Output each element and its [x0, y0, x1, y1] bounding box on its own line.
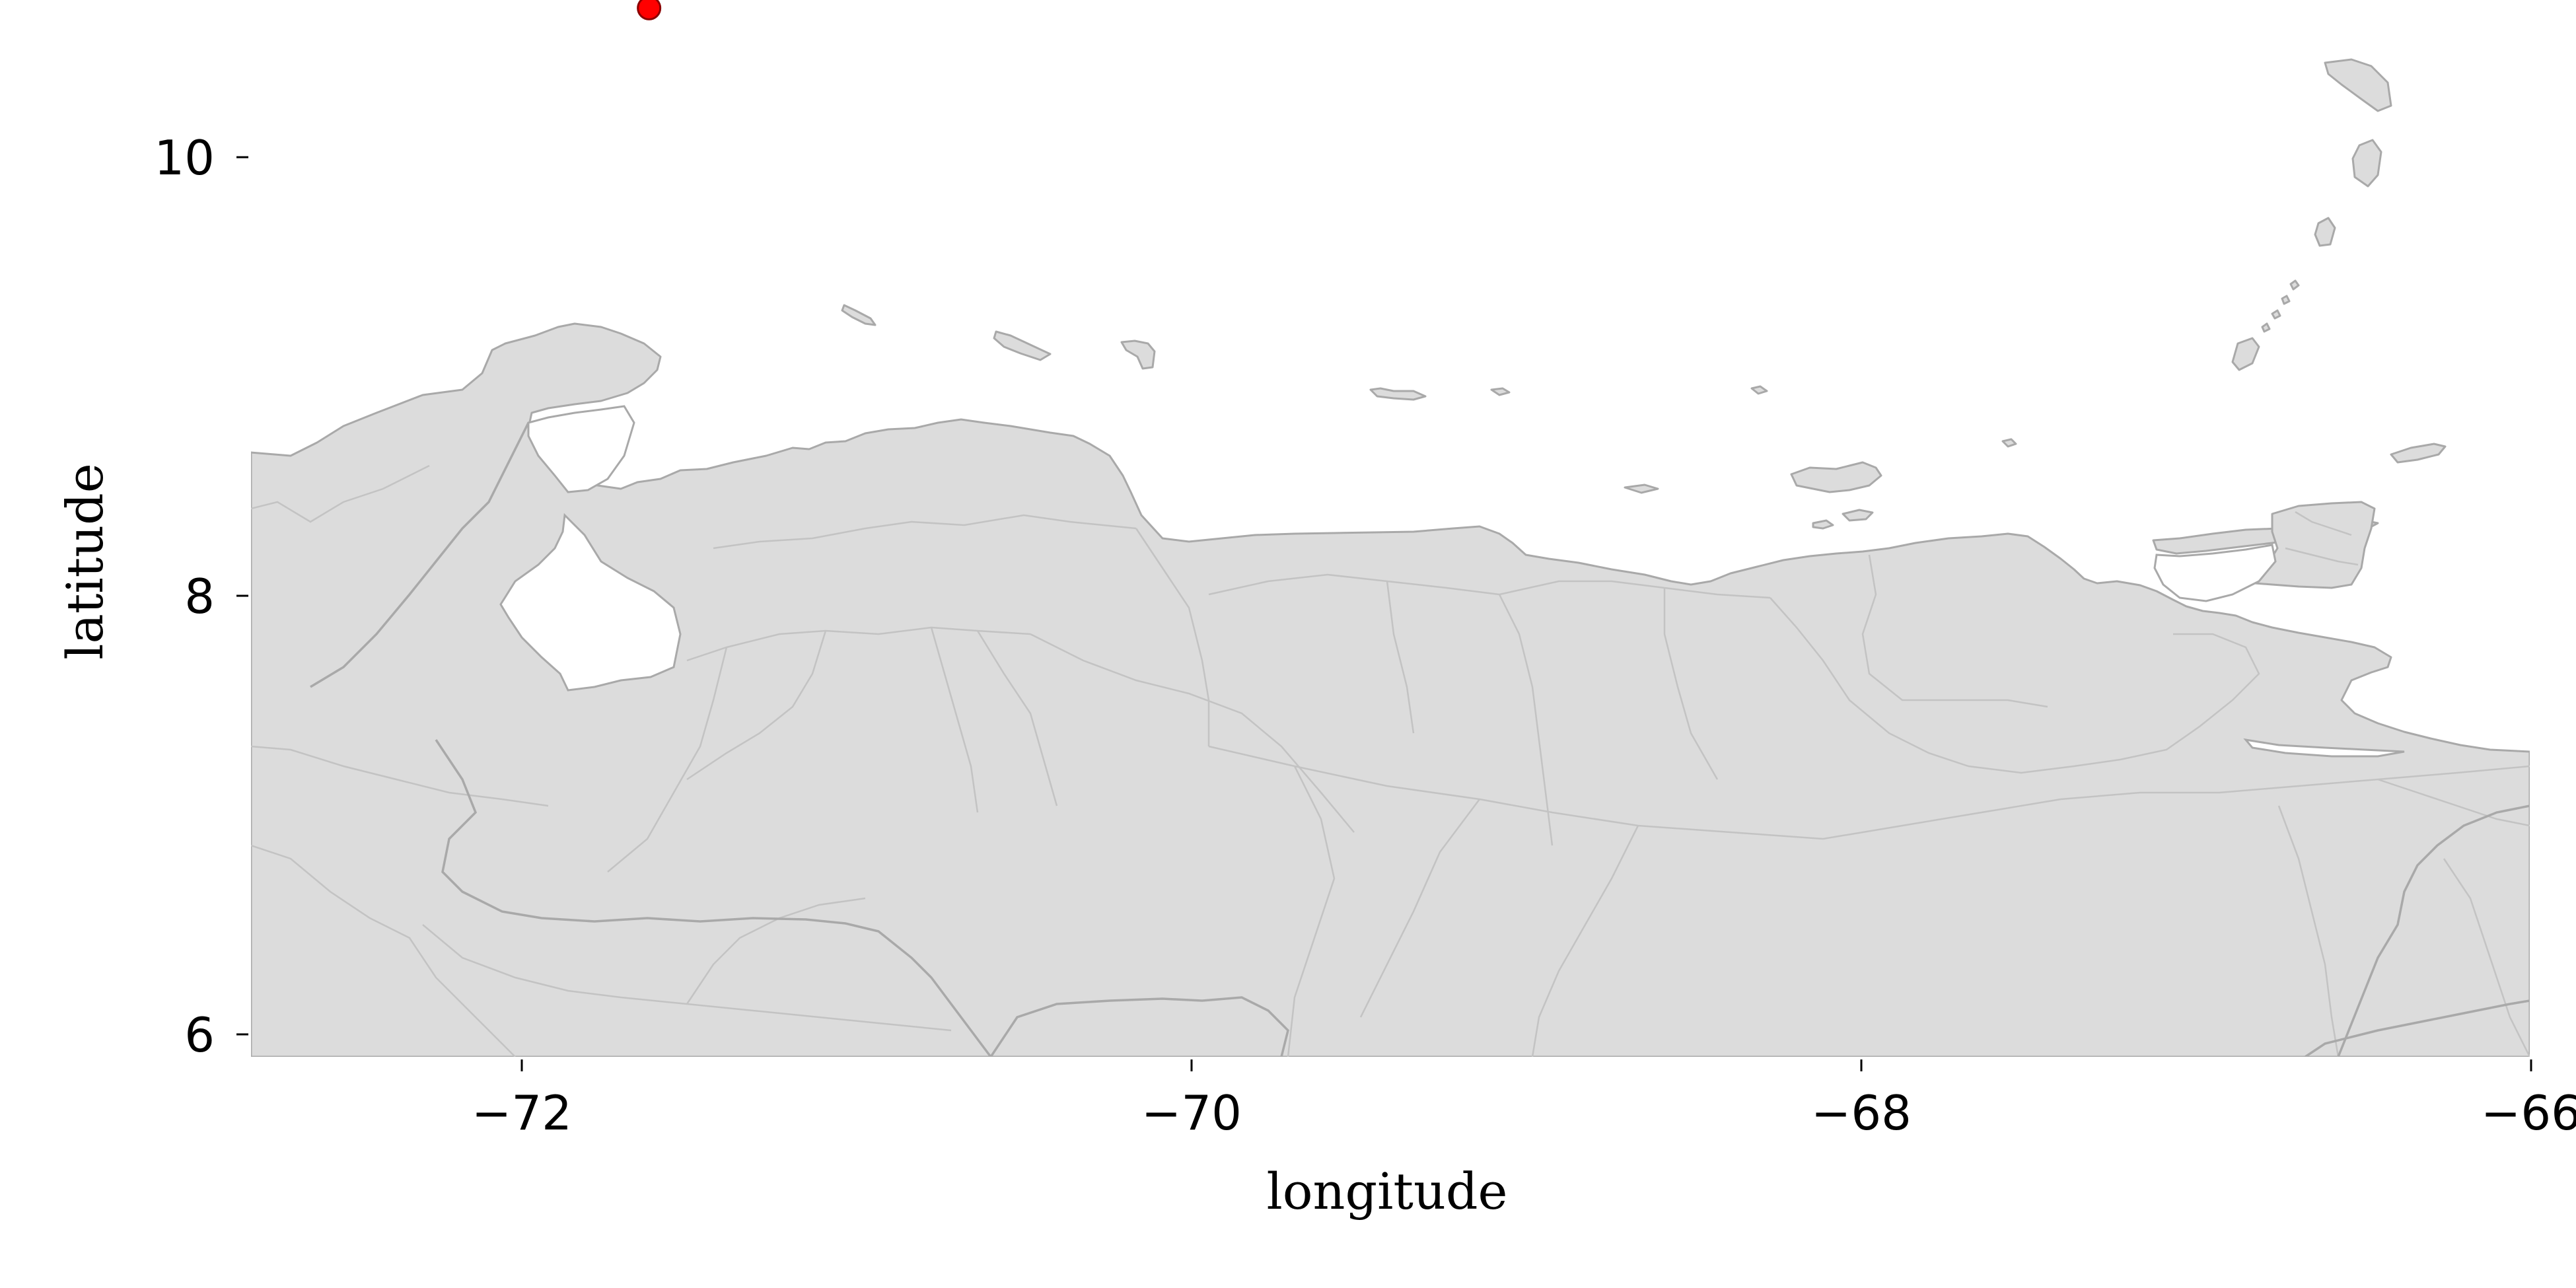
international-borders [310, 422, 2530, 1057]
la-blanquilla-island [1750, 385, 1768, 395]
x-axis: −72−70−68−66−64−62 [472, 1059, 2576, 1141]
points-layer [637, 0, 662, 20]
los-frailes-islands [1624, 483, 1659, 494]
st-vincent-island [2314, 217, 2336, 247]
tobago-island [2390, 443, 2447, 464]
grenadines-islands [2261, 279, 2300, 333]
y-tick-label: 10 [154, 130, 215, 186]
state-borders [251, 464, 2530, 1057]
los-roques-islands [1369, 387, 1427, 401]
gulf-of-paria [2153, 544, 2277, 602]
x-axis-title: longitude [1266, 1162, 1507, 1221]
gulf-of-venezuela [527, 405, 635, 493]
y-axis-title: latitude [55, 463, 114, 660]
cubagua-island [1812, 519, 1834, 530]
grenada-island [2231, 337, 2260, 371]
map-plot-area [251, 58, 2530, 1057]
curacao-island [993, 330, 1052, 361]
margarita-island [1790, 461, 1882, 493]
la-orchila-island [1490, 387, 1511, 396]
y-tick-label: 8 [184, 569, 215, 624]
x-tick-label: −68 [1811, 1085, 1912, 1141]
martinique-island [2324, 58, 2392, 112]
orinoco-delta-channel [2243, 738, 2405, 758]
bonaire-island [1120, 340, 1156, 370]
st-lucia-island [2351, 139, 2382, 188]
location-marker [637, 0, 662, 20]
x-tick-label: −72 [472, 1085, 572, 1141]
lake-maracaibo [499, 513, 682, 692]
y-tick-label: 6 [184, 1007, 215, 1063]
x-tick-label: −66 [2481, 1085, 2576, 1141]
x-tick-label: −70 [1141, 1085, 1242, 1141]
mainland-landmass [251, 322, 2530, 1057]
y-axis: 68101214 [154, 130, 248, 1063]
aruba-island [841, 304, 877, 326]
los-testigos-islands [2001, 438, 2017, 448]
coche-island [1842, 509, 1874, 522]
